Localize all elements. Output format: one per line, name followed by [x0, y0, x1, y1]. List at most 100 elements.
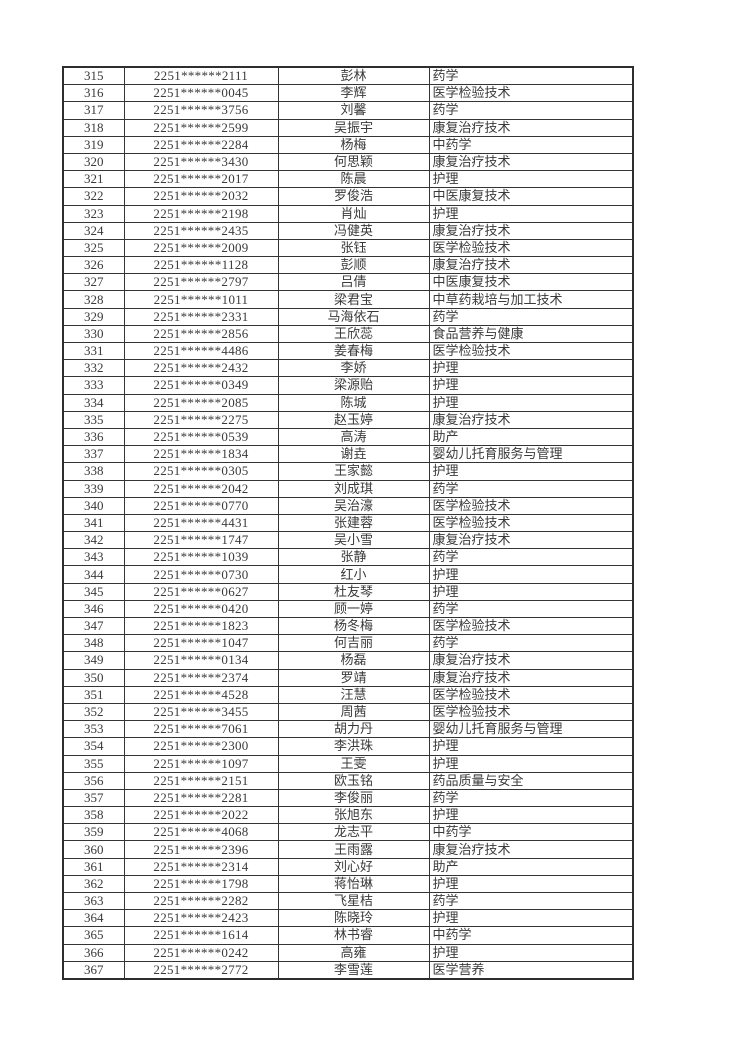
cell-exam-id: 2251******1747	[123, 531, 279, 550]
cell-exam-id: 2251******4528	[123, 685, 279, 704]
table-row: 362 2251******1798 蒋怡琳 护理	[62, 874, 634, 894]
cell-student-name: 飞星桔	[277, 891, 430, 911]
cell-student-name: 欧玉铭	[277, 771, 430, 790]
cell-exam-id: 2251******3756	[123, 101, 279, 120]
cell-major: 医学营养	[428, 960, 634, 980]
cell-exam-id: 2251******1798	[123, 874, 279, 894]
table-row: 331 2251******4486 姜春梅 医学检验技术	[62, 341, 634, 361]
cell-student-name: 林书睿	[277, 926, 430, 945]
cell-student-name: 吴小雪	[277, 531, 430, 550]
cell-major: 护理	[428, 462, 634, 481]
cell-row-number: 362	[62, 874, 125, 894]
cell-student-name: 陈晓玲	[277, 909, 430, 928]
cell-student-name: 梁源贻	[277, 376, 430, 395]
cell-row-number: 338	[62, 462, 125, 481]
cell-student-name: 李俊丽	[277, 788, 430, 808]
cell-student-name: 李雪莲	[277, 960, 430, 980]
table-row: 345 2251******0627 杜友琴 护理	[62, 582, 634, 601]
cell-major: 药学	[428, 307, 634, 326]
cell-exam-id: 2251******2017	[123, 170, 279, 189]
cell-student-name: 谢垚	[277, 445, 430, 464]
table-row: 363 2251******2282 飞星桔 药学	[62, 891, 634, 911]
table-row: 329 2251******2331 马海依石 药学	[62, 307, 634, 326]
cell-row-number: 328	[62, 290, 125, 309]
cell-exam-id: 2251******2300	[123, 737, 279, 756]
cell-major: 医学检验技术	[428, 616, 634, 636]
cell-student-name: 吴治濠	[277, 496, 430, 515]
cell-row-number: 365	[62, 926, 125, 945]
cell-major: 药学	[428, 548, 634, 567]
table-row: 348 2251******1047 何吉丽 药学	[62, 634, 634, 653]
cell-student-name: 顾一婷	[277, 599, 430, 619]
table-row: 324 2251******2435 冯健英 康复治疗技术	[62, 221, 634, 240]
cell-student-name: 杨磊	[277, 651, 430, 670]
table-row: 344 2251******0730 红小 护理	[62, 565, 634, 584]
cell-major: 康复治疗技术	[428, 221, 634, 240]
table-row: 366 2251******0242 高雍 护理	[62, 943, 634, 962]
cell-student-name: 罗靖	[277, 668, 430, 687]
cell-row-number: 347	[62, 616, 125, 636]
cell-row-number: 330	[62, 324, 125, 344]
cell-exam-id: 2251******2151	[123, 771, 279, 790]
cell-student-name: 何思颖	[277, 152, 430, 172]
cell-major: 药学	[428, 66, 634, 86]
table-row: 335 2251******2275 赵玉婷 康复治疗技术	[62, 410, 634, 429]
cell-student-name: 陈晨	[277, 170, 430, 189]
table-row: 365 2251******1614 林书睿 中药学	[62, 926, 634, 945]
cell-student-name: 张钰	[277, 238, 430, 258]
cell-row-number: 317	[62, 101, 125, 120]
table-row: 339 2251******2042 刘成琪 药学	[62, 479, 634, 498]
table-row: 352 2251******3455 周茜 医学检验技术	[62, 702, 634, 722]
table-row: 349 2251******0134 杨磊 康复治疗技术	[62, 651, 634, 670]
cell-row-number: 335	[62, 410, 125, 429]
cell-major: 助产	[428, 857, 634, 876]
cell-student-name: 李娇	[277, 359, 430, 378]
cell-exam-id: 2251******1097	[123, 754, 279, 773]
cell-major: 助产	[428, 427, 634, 447]
cell-major: 药学	[428, 788, 634, 808]
cell-exam-id: 2251******2435	[123, 221, 279, 240]
table-row: 320 2251******3430 何思颖 康复治疗技术	[62, 152, 634, 172]
cell-major: 中医康复技术	[428, 187, 634, 206]
table-row: 347 2251******1823 杨冬梅 医学检验技术	[62, 616, 634, 636]
cell-row-number: 319	[62, 135, 125, 154]
admission-list-table: 315 2251******2111 彭林 药学 316 2251******0…	[62, 66, 634, 980]
cell-exam-id: 2251******2284	[123, 135, 279, 154]
table-row: 334 2251******2085 陈城 护理	[62, 393, 634, 412]
cell-student-name: 龙志平	[277, 823, 430, 842]
cell-student-name: 汪慧	[277, 685, 430, 704]
cell-major: 护理	[428, 204, 634, 223]
cell-row-number: 367	[62, 960, 125, 980]
cell-major: 康复治疗技术	[428, 256, 634, 275]
table-row: 361 2251******2314 刘心好 助产	[62, 857, 634, 876]
cell-row-number: 350	[62, 668, 125, 687]
cell-exam-id: 2251******0134	[123, 651, 279, 670]
cell-major: 医学检验技术	[428, 513, 634, 533]
cell-row-number: 357	[62, 788, 125, 808]
table-row: 343 2251******1039 张静 药学	[62, 548, 634, 567]
cell-major: 中药学	[428, 926, 634, 945]
cell-student-name: 姜春梅	[277, 341, 430, 361]
cell-exam-id: 2251******1128	[123, 256, 279, 275]
cell-major: 护理	[428, 737, 634, 756]
table-row: 317 2251******3756 刘馨 药学	[62, 101, 634, 120]
cell-student-name: 李辉	[277, 84, 430, 103]
cell-row-number: 344	[62, 565, 125, 584]
cell-major: 康复治疗技术	[428, 531, 634, 550]
cell-row-number: 339	[62, 479, 125, 498]
cell-student-name: 王欣蕊	[277, 324, 430, 344]
cell-exam-id: 2251******1047	[123, 634, 279, 653]
cell-exam-id: 2251******2314	[123, 857, 279, 876]
cell-row-number: 332	[62, 359, 125, 378]
cell-row-number: 341	[62, 513, 125, 533]
cell-student-name: 张建蓉	[277, 513, 430, 533]
cell-exam-id: 2251******0420	[123, 599, 279, 619]
cell-row-number: 327	[62, 273, 125, 292]
cell-row-number: 315	[62, 66, 125, 86]
table-row: 338 2251******0305 王家懿 护理	[62, 462, 634, 481]
cell-exam-id: 2251******2198	[123, 204, 279, 223]
cell-exam-id: 2251******2111	[123, 66, 279, 86]
cell-student-name: 红小	[277, 565, 430, 584]
cell-row-number: 358	[62, 806, 125, 825]
cell-student-name: 胡力丹	[277, 720, 430, 739]
